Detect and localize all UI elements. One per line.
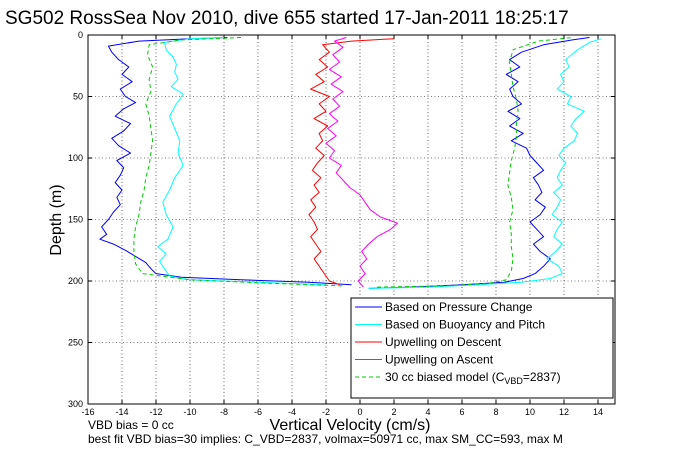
series-line-based-on-pressure-change-ascent	[368, 37, 590, 289]
y-tick-label: 300	[68, 399, 83, 409]
x-tick-label: -12	[149, 407, 162, 417]
chart-title: SG502 RossSea Nov 2010, dive 655 started…	[5, 8, 569, 29]
x-tick-label: 4	[425, 407, 430, 417]
legend-label: 30 cc biased model (CVBD=2837)	[385, 370, 561, 386]
y-tick-label: 150	[68, 215, 83, 225]
x-axis-label: Vertical Velocity (cm/s)	[270, 417, 431, 434]
x-tick-label: 14	[593, 407, 603, 417]
series-line-upwelling-on-descent-descent	[308, 38, 395, 286]
legend-label: Based on Buoyancy and Pitch	[385, 318, 545, 332]
x-axis: -16 -14 -12 -10 -8 -6 -4 -2 0 2 4 6 8 10 12 14	[81, 35, 603, 417]
series-layer	[99, 37, 602, 289]
legend-label: Upwelling on Ascent	[385, 353, 494, 367]
x-tick-label: -6	[254, 407, 262, 417]
x-tick-label: -2	[322, 407, 330, 417]
x-tick-label: 6	[459, 407, 464, 417]
series-line-upwelling-on-ascent-ascent	[325, 37, 398, 288]
best-fit-note: best fit VBD bias=30 implies: C_VBD=2837…	[88, 432, 563, 446]
y-tick-label: 50	[73, 92, 83, 102]
y-tick-label: 200	[68, 276, 83, 286]
x-tick-label: 12	[559, 407, 569, 417]
series-line-based-on-buoyancy-and-pitch-descent	[157, 37, 327, 286]
x-tick-label: 2	[391, 407, 396, 417]
x-tick-label: 8	[493, 407, 498, 417]
legend-box	[350, 297, 614, 399]
legend-label: Based on Pressure Change	[385, 300, 533, 314]
x-tick-label: 0	[357, 407, 362, 417]
vbd-bias-note: VBD bias = 0 cc	[88, 418, 174, 432]
x-tick-label: 10	[525, 407, 535, 417]
y-tick-label: 250	[68, 338, 83, 348]
x-tick-label: -16	[81, 407, 94, 417]
plot-frame	[87, 34, 616, 405]
legend-label: Upwelling on Descent	[385, 335, 502, 349]
legend: Based on Pressure Change Based on Buoyanc…	[350, 297, 614, 399]
y-axis-label: Depth (m)	[48, 184, 65, 255]
x-tick-label: -4	[288, 407, 296, 417]
series-line-based-on-pressure-change-descent	[99, 37, 352, 286]
series-line-30-cc-biased-model-c-ascent	[376, 37, 573, 288]
y-tick-label: 0	[78, 30, 83, 40]
x-tick-label: -8	[220, 407, 228, 417]
x-tick-label: -10	[183, 407, 196, 417]
series-line-based-on-buoyancy-and-pitch-ascent	[368, 38, 602, 289]
x-tick-label: -14	[115, 407, 128, 417]
series-line-30-cc-biased-model-c-descent	[133, 37, 344, 287]
y-tick-label: 100	[68, 153, 83, 163]
